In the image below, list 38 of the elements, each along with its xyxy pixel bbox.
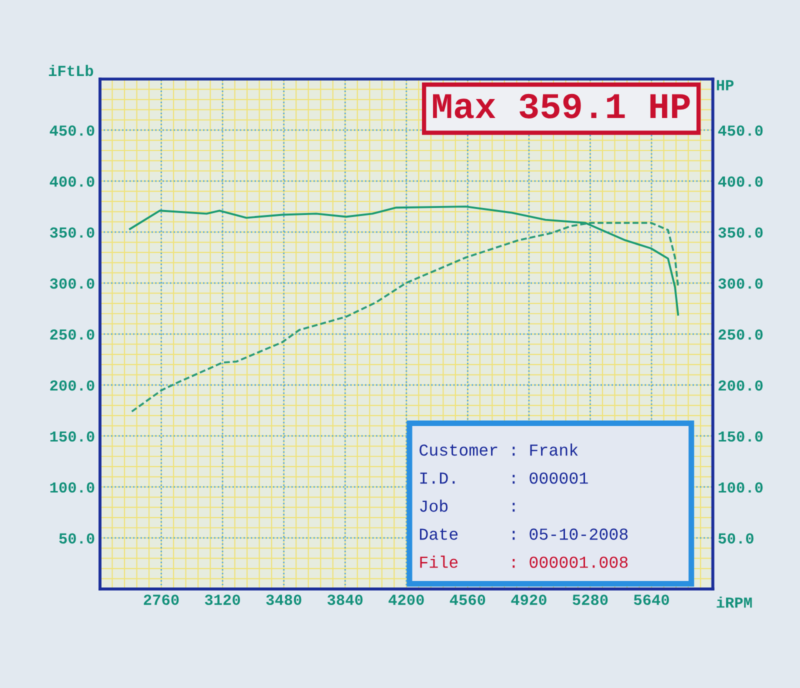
x-tick-label: 3120 (204, 594, 240, 606)
line-series (130, 222, 680, 412)
y-tick-label: 250.0 (50, 329, 94, 340)
annotation: Max 359.1 HP (433, 94, 690, 118)
y2-tick-label: 400.0 (718, 176, 763, 187)
y2-axis-title: HP (716, 80, 734, 90)
x-tick-label: 3840 (327, 594, 363, 606)
x-tick-label: 4200 (388, 594, 424, 606)
y-tick-label: 300.0 (50, 278, 94, 289)
y-tick-label: 400.0 (50, 176, 94, 187)
x-tick-label: 4560 (450, 594, 486, 606)
x-tick-label: 3480 (266, 594, 302, 606)
annotation: File : 000001.008 (420, 556, 628, 568)
y2-tick-label: 350.0 (718, 227, 763, 238)
y2-tick-label: 50.0 (718, 533, 754, 544)
annotation: Customer : Frank (420, 444, 578, 456)
x-tick-label: 4920 (511, 594, 546, 606)
y-tick-label: 200.0 (50, 380, 94, 391)
y2-tick-label: 300.0 (718, 278, 763, 289)
y-tick-label: 50.0 (59, 533, 94, 544)
x-tick-label: 2760 (144, 594, 179, 606)
x-axis-title: iRPM (716, 596, 752, 608)
annotation: Job : (420, 500, 515, 512)
y-tick-label: 350.0 (50, 227, 94, 238)
y-axis-title: iFtLb (48, 64, 94, 76)
y-tick-label: 150.0 (50, 431, 94, 442)
x-tick-label: 5280 (572, 594, 608, 606)
y2-tick-label: 100.0 (718, 482, 763, 493)
y2-tick-label: 150.0 (718, 431, 763, 442)
annotation: I.D. : 000001 (420, 472, 588, 484)
y2-tick-label: 200.0 (718, 380, 763, 391)
y-tick-label: 450.0 (50, 125, 94, 136)
x-tick-label: 5640 (634, 594, 669, 606)
y2-tick-label: 250.0 (718, 329, 763, 340)
y-tick-label: 100.0 (50, 482, 94, 493)
line-series (128, 206, 680, 316)
y2-tick-label: 450.0 (718, 125, 763, 136)
annotation: Date : 05-10-2008 (420, 528, 628, 540)
